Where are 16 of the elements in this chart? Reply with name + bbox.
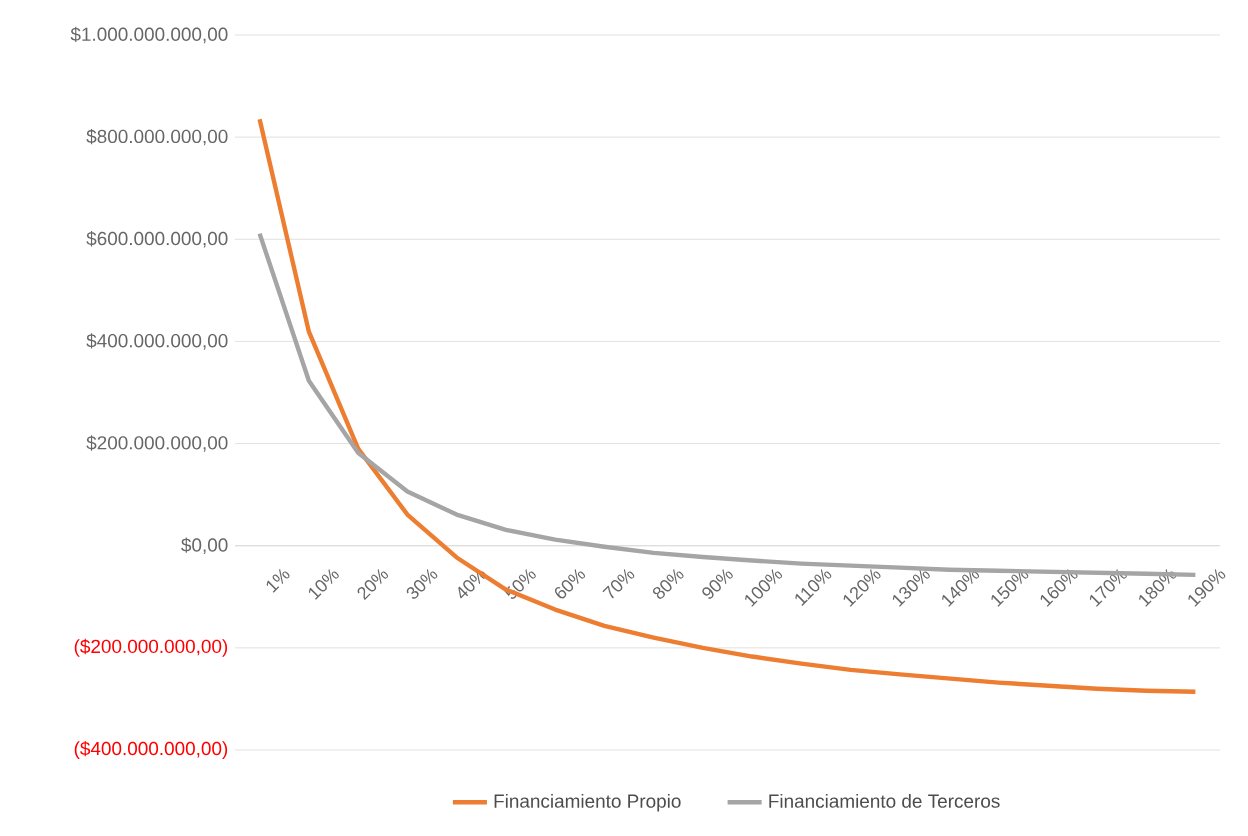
y-tick-label: $200.000.000,00 <box>86 435 228 452</box>
y-tick-label: ($400.000.000,00) <box>74 741 228 759</box>
x-tick-label: 90% <box>702 568 733 599</box>
y-tick-label: $1.000.000.000,00 <box>70 26 228 44</box>
y-tick-label: ($200.000.000,00) <box>74 638 228 657</box>
y-tick-label: $800.000.000,00 <box>86 128 228 146</box>
legend-label: Financiamiento de Terceros <box>769 793 1000 808</box>
legend-label: Financiamiento Propio <box>494 793 681 812</box>
x-tick-label: 60% <box>554 568 586 599</box>
x-tick-label: 30% <box>406 568 438 599</box>
x-tick-label: 80% <box>652 568 684 599</box>
y-tick-label: $600.000.000,00 <box>86 231 228 248</box>
x-tick-label: 70% <box>602 568 635 599</box>
x-tick-label: 1% <box>266 568 290 593</box>
y-tick-label: $400.000.000,00 <box>86 333 228 350</box>
y-tick-label: $0,00 <box>181 537 228 554</box>
